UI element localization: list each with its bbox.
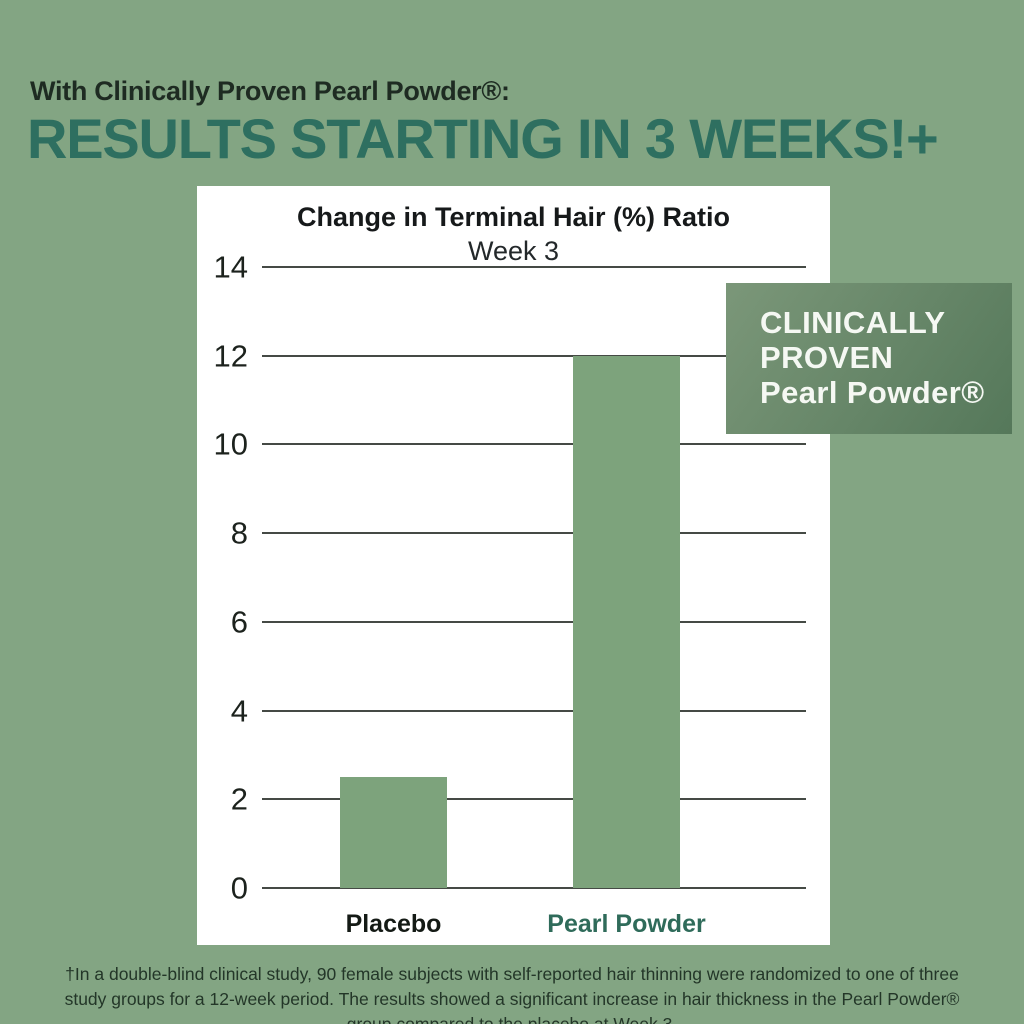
y-tick-label-12: 12 <box>213 338 248 374</box>
gridline-2 <box>262 798 806 801</box>
y-tick-label-14: 14 <box>213 249 248 285</box>
plot-area: 14 12 10 8 6 4 2 0 Placebo Pearl Powder <box>214 252 806 938</box>
gridline-0 <box>262 887 806 889</box>
y-tick-label-6: 6 <box>230 604 248 640</box>
eyebrow-text: With Clinically Proven Pearl Powder®: <box>30 76 510 106</box>
badge-line-2: PROVEN <box>760 340 894 376</box>
x-label-placebo: Placebo <box>345 910 442 938</box>
chart-subtitle: Week 3 <box>467 236 560 266</box>
y-tick-label-8: 8 <box>230 515 248 551</box>
y-tick-label-2: 2 <box>230 781 248 817</box>
y-tick-label-10: 10 <box>213 426 248 462</box>
gridline-12 <box>262 354 806 357</box>
footnote-text: †In a double-blind clinical study, 90 fe… <box>64 964 960 1024</box>
x-label-pearl-powder: Pearl Powder <box>547 910 706 938</box>
bar-placebo <box>340 777 447 888</box>
y-tick-label-0: 0 <box>230 870 248 906</box>
badge-line-3: Pearl Powder® <box>760 374 985 410</box>
gridline-6 <box>262 620 806 623</box>
gridline-14 <box>262 266 806 268</box>
chart-panel: Change in Terminal Hair (%) Ratio Week 3… <box>197 186 830 945</box>
gridline-4 <box>262 709 806 712</box>
badge-line-1: CLINICALLY <box>760 305 946 341</box>
bar-pearl-powder <box>573 355 680 888</box>
y-tick-label-4: 4 <box>230 693 248 729</box>
gridline-10 <box>262 443 806 446</box>
headline-text: RESULTS STARTING IN 3 WEEKS!+ <box>27 107 939 170</box>
chart-title: Change in Terminal Hair (%) Ratio <box>296 202 731 232</box>
clinically-proven-badge: CLINICALLY PROVEN Pearl Powder® <box>726 283 1012 434</box>
gridline-8 <box>262 532 806 535</box>
